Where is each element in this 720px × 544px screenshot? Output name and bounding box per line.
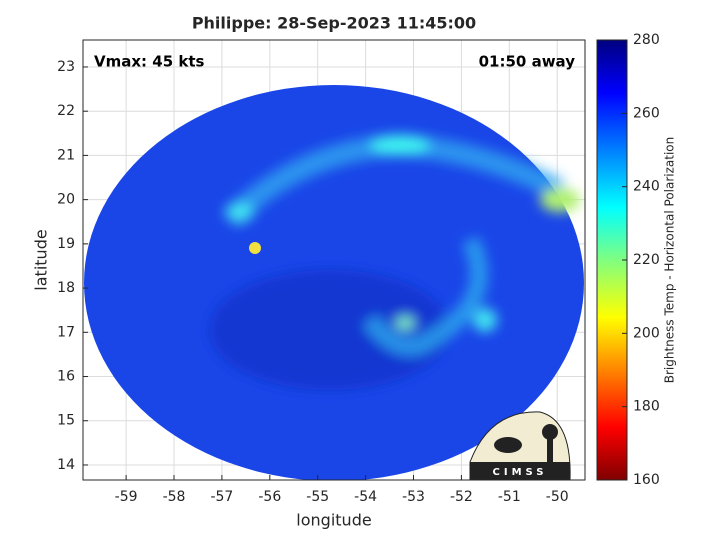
x-tick-label: -56 [258, 489, 281, 505]
y-tick-label: 18 [57, 280, 75, 296]
x-tick-label: -58 [163, 489, 186, 505]
colorbar-tick-label: 180 [633, 399, 660, 415]
colorbar-tick-label: 200 [633, 325, 660, 341]
colorbar-label: Brightness Temp - Horizontal Polarizatio… [663, 137, 677, 384]
colorbar-tick-label: 280 [633, 32, 660, 48]
x-tick-label: -55 [306, 489, 329, 505]
y-tick-label: 16 [57, 369, 75, 385]
colorbar-tick-label: 260 [633, 105, 660, 121]
y-tick-label: 17 [57, 324, 75, 340]
annotation: 01:50 away [479, 53, 576, 71]
x-tick-label: -52 [450, 489, 473, 505]
y-tick-label: 22 [57, 103, 75, 119]
y-tick-label: 20 [57, 192, 75, 208]
y-tick-label: 15 [57, 413, 75, 429]
x-tick-label: -57 [210, 489, 233, 505]
plot-frame [82, 39, 586, 481]
y-tick-label: 23 [57, 59, 75, 75]
y-tick-label: 14 [57, 457, 75, 473]
hot-spot [249, 242, 261, 254]
y-tick-label: 19 [57, 236, 75, 252]
colorbar-tick-label: 220 [633, 252, 660, 268]
x-tick-label: -50 [546, 489, 569, 505]
x-tick-label: -53 [402, 489, 425, 505]
logo: CIMSS [469, 411, 571, 481]
cloud-bands [210, 133, 580, 390]
swath [84, 85, 584, 480]
colorbar-tick-label: 160 [633, 472, 660, 488]
x-tick-label: -51 [498, 489, 521, 505]
logo-text: CIMSS [493, 467, 548, 478]
x-tick-label: -59 [115, 489, 138, 505]
annotation: Vmax: 45 kts [94, 53, 204, 71]
x-axis-label: longitude [296, 511, 371, 530]
y-axis-label: latitude [32, 229, 51, 290]
colorbar-tick-label: 240 [633, 179, 660, 195]
y-tick-label: 21 [57, 147, 75, 163]
chart-title: Philippe: 28-Sep-2023 11:45:00 [192, 14, 476, 33]
x-tick-label: -54 [354, 489, 377, 505]
